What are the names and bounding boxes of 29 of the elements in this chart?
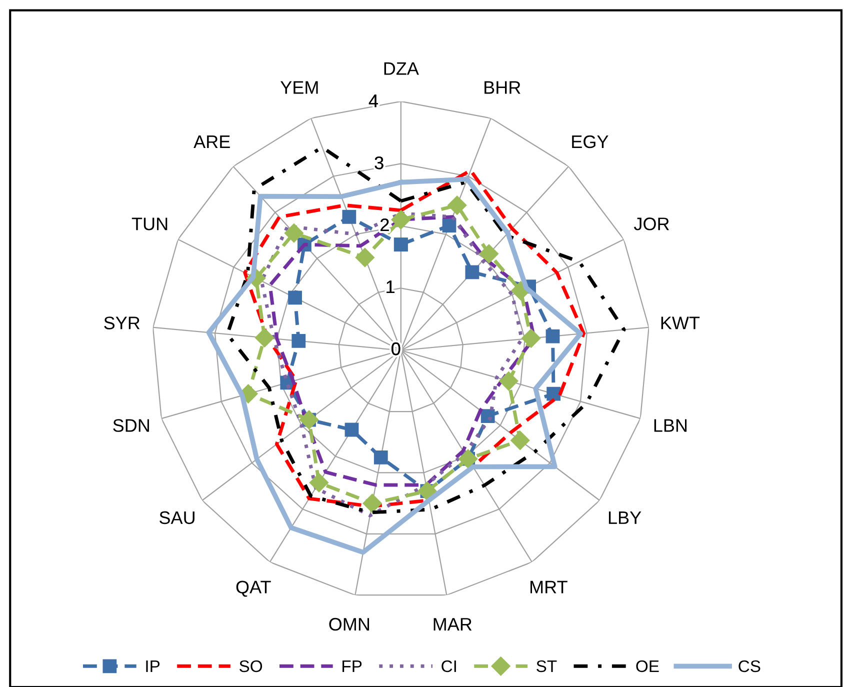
spoke-label: TUN bbox=[132, 218, 168, 230]
y-tick-label: 2 bbox=[380, 218, 389, 232]
legend-label: FP bbox=[342, 660, 362, 672]
legend-label: IP bbox=[146, 660, 160, 672]
y-tick-label: 1 bbox=[386, 280, 394, 294]
spoke-label: JOR bbox=[634, 218, 669, 230]
spoke-label: DZA bbox=[384, 62, 419, 75]
legend-label: OE bbox=[636, 660, 659, 672]
spoke-label: MRT bbox=[530, 580, 568, 594]
spoke-label: SAU bbox=[160, 511, 194, 524]
spoke-label: EGY bbox=[572, 135, 608, 148]
spoke-label: LBN bbox=[654, 419, 687, 432]
spoke-label: YEM bbox=[280, 81, 318, 94]
legend-label: SO bbox=[240, 660, 262, 672]
y-tick-label: 3 bbox=[374, 156, 384, 170]
y-tick-label: 0 bbox=[392, 342, 400, 356]
spoke-label: BHR bbox=[484, 81, 520, 94]
spoke-label: LBY bbox=[608, 511, 642, 524]
spoke-label: ARE bbox=[194, 136, 230, 148]
spoke-label: QAT bbox=[236, 580, 271, 597]
legend-label: CS bbox=[738, 660, 760, 672]
spoke-label: KWT bbox=[661, 316, 700, 330]
spoke-label: SDN bbox=[113, 419, 149, 432]
y-tick-label: 4 bbox=[368, 94, 378, 108]
spoke-label: SYR bbox=[104, 316, 140, 330]
spoke-label: MAR bbox=[434, 618, 472, 630]
spoke-label: OMN bbox=[329, 618, 369, 631]
legend-label: ST bbox=[536, 660, 557, 672]
legend-label: CI bbox=[442, 660, 456, 672]
